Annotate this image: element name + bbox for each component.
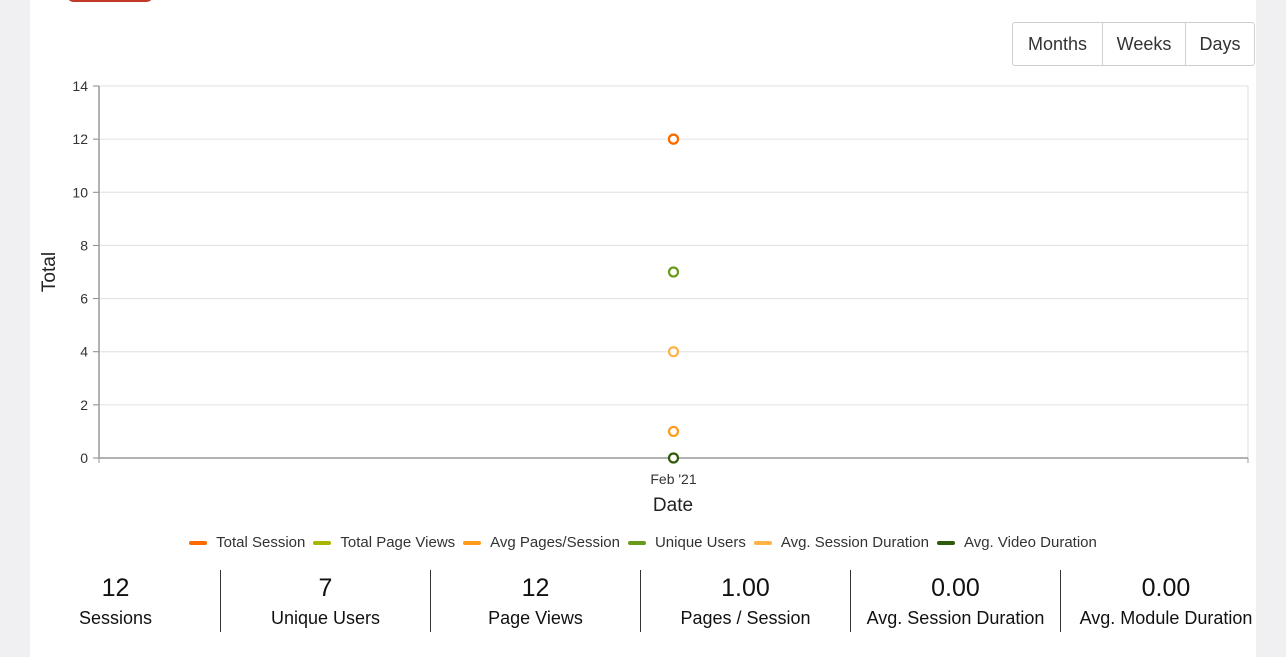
legend-item[interactable]: Total Session bbox=[189, 534, 305, 551]
stat-card: 12 Sessions bbox=[11, 570, 221, 632]
stat-label: Avg. Module Duration bbox=[1079, 608, 1253, 628]
stat-card: 7 Unique Users bbox=[221, 570, 431, 632]
y-tick-label: 6 bbox=[80, 291, 88, 307]
stat-label: Unique Users bbox=[270, 608, 381, 628]
x-axis-label: Date bbox=[653, 495, 693, 516]
legend-item[interactable]: Avg. Video Duration bbox=[936, 534, 1097, 551]
days-button[interactable]: Days bbox=[1199, 33, 1241, 54]
data-point[interactable] bbox=[667, 266, 680, 278]
y-tick-label: 4 bbox=[80, 344, 88, 360]
stat-card: 1.00 Pages / Session bbox=[641, 570, 851, 632]
weeks-button[interactable]: Weeks bbox=[1103, 23, 1186, 65]
chart-legend: Total Session Total Page Views Avg Pages/S… bbox=[0, 534, 1286, 551]
stat-label: Pages / Session bbox=[680, 608, 811, 628]
stat-card: 0.00 Avg. Module Duration bbox=[1061, 570, 1271, 632]
legend-item[interactable]: Avg. Session Duration bbox=[753, 534, 929, 551]
legend-swatch bbox=[753, 540, 772, 545]
y-tick-label: 14 bbox=[72, 78, 88, 94]
y-tick-label: 8 bbox=[80, 237, 88, 253]
data-point[interactable] bbox=[667, 133, 680, 145]
legend-label: Total Page Views bbox=[340, 534, 456, 551]
y-axis-label: Total bbox=[39, 252, 60, 292]
legend-label: Total Session bbox=[216, 534, 306, 551]
legend-swatch bbox=[189, 540, 208, 545]
stat-value: 12 bbox=[521, 574, 550, 602]
legend-label: Unique Users bbox=[654, 534, 746, 551]
data-point[interactable] bbox=[667, 425, 680, 438]
legend-swatch bbox=[627, 540, 646, 545]
sessions-chart: 0 2 4 6 8 10 12 14 Feb '21 Total Date bbox=[39, 78, 1249, 516]
granularity-toggle: Months Weeks Days bbox=[1012, 22, 1255, 66]
active-tab-indicator bbox=[66, 0, 154, 2]
legend-swatch bbox=[936, 540, 955, 545]
stat-card: 12 Page Views bbox=[431, 570, 641, 632]
stat-value: 12 bbox=[101, 574, 130, 602]
legend-label: Avg. Session Duration bbox=[780, 534, 929, 551]
report-panel bbox=[30, 0, 1256, 657]
stat-card: 0.00 Avg. Session Duration bbox=[851, 570, 1061, 632]
legend-item[interactable]: Total Page Views bbox=[313, 534, 455, 551]
legend-label: Avg. Video Duration bbox=[963, 534, 1097, 551]
stat-value: 1.00 bbox=[721, 574, 770, 602]
legend-swatch bbox=[463, 540, 482, 545]
data-point[interactable] bbox=[667, 346, 680, 358]
summary-stats: 12 Sessions 7 Unique Users 12 Page Views 1.00 P… bbox=[11, 570, 1273, 632]
legend-label: Avg Pages/Session bbox=[490, 534, 620, 551]
data-point[interactable] bbox=[667, 452, 680, 464]
stat-label: Page Views bbox=[488, 608, 583, 628]
stat-label: Sessions bbox=[78, 608, 153, 628]
y-tick-label: 2 bbox=[80, 397, 88, 413]
stat-value: 7 bbox=[318, 574, 333, 602]
stat-value: 0.00 bbox=[1141, 574, 1191, 602]
x-tick-label: Feb '21 bbox=[650, 471, 696, 487]
legend-item[interactable]: Unique Users bbox=[627, 534, 746, 551]
stat-value: 0.00 bbox=[931, 574, 980, 602]
legend-item[interactable]: Avg Pages/Session bbox=[463, 534, 620, 551]
months-button[interactable]: Months bbox=[1013, 23, 1103, 65]
y-tick-label: 0 bbox=[80, 450, 88, 466]
y-tick-label: 10 bbox=[72, 184, 88, 200]
y-tick-label: 12 bbox=[72, 131, 88, 147]
stat-label: Avg. Session Duration bbox=[866, 608, 1045, 628]
legend-swatch bbox=[313, 540, 332, 545]
